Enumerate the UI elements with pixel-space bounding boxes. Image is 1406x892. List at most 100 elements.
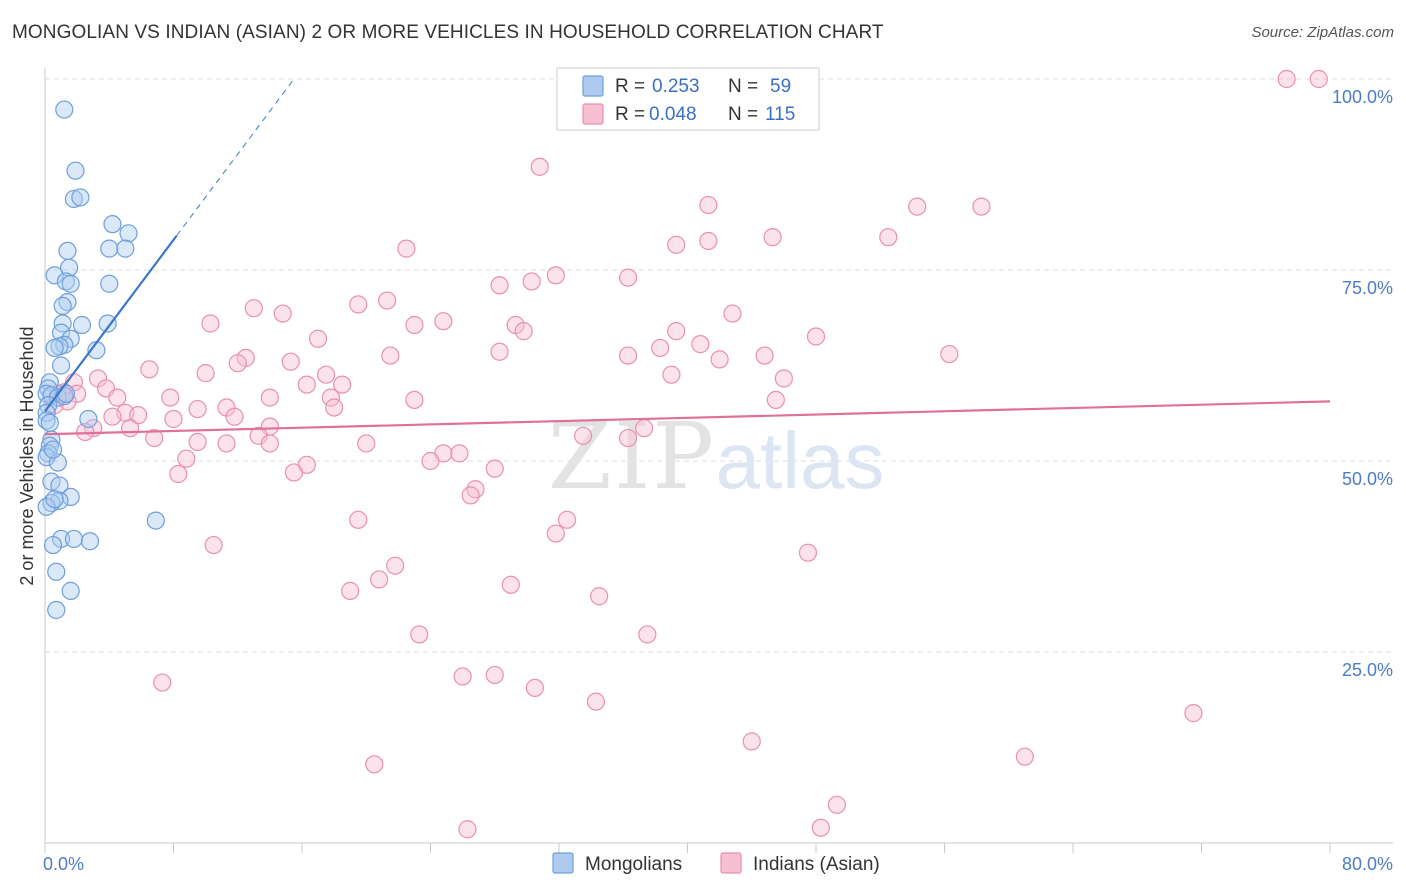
source-credit: Source: ZipAtlas.com: [1251, 24, 1394, 41]
indians-asian-point-22: [514, 322, 533, 341]
indians-asian-point-39: [662, 365, 681, 384]
indians-asian-point-109: [365, 755, 384, 774]
indians-asian-point-81: [421, 451, 440, 471]
indians-asian-points: [45, 69, 1328, 839]
mongolians-point-26: [40, 373, 59, 392]
correlation-legend: R = 0.253 N = 59 R = 0.048 N = 115: [556, 67, 820, 131]
y-axis-label: 2 or more Vehicles in Household: [17, 326, 37, 585]
mongolians-point-35: [37, 411, 56, 430]
indians-asian-point-114: [879, 228, 898, 247]
mongolians-point-39: [37, 448, 56, 467]
indians-asian-point-93: [798, 543, 818, 562]
indians-asian-point-40: [316, 365, 336, 384]
mongolians-point-42: [50, 476, 69, 495]
indians-asian-point-37: [140, 360, 159, 379]
x-tick-labels: 0.0% 80.0%: [43, 854, 1393, 874]
mongolians-point-8: [58, 241, 77, 260]
legend-n-value-1: 59: [770, 76, 791, 97]
mongolians-point-7: [116, 239, 135, 258]
indians-asian-point-97: [341, 581, 360, 600]
mongolians-point-47: [146, 511, 165, 530]
x-tick-label-min: 0.0%: [43, 854, 84, 874]
indians-asian-point-66: [121, 419, 140, 438]
indians-asian-point-64: [225, 407, 244, 426]
indians-asian-point-77: [618, 428, 638, 448]
mongolians-point-3: [71, 188, 90, 207]
legend-n-value-2: 115: [765, 104, 795, 125]
indians-asian-point-84: [284, 463, 304, 482]
indians-asian-trend-line: [44, 400, 1331, 436]
legend-r-value-1: 0.253: [652, 76, 700, 97]
indians-asian-point-78: [635, 419, 654, 438]
indians-asian-point-3: [699, 195, 718, 215]
indians-asian-point-38: [196, 364, 215, 383]
indians-asian-point-82: [177, 449, 196, 468]
mongolians-point-53: [61, 581, 80, 600]
mongolians-point-18: [53, 314, 72, 333]
indians-asian-point-112: [811, 818, 830, 837]
indians-asian-point-87: [466, 480, 485, 499]
mongolians-point-4: [103, 215, 122, 234]
indians-asian-point-0: [1277, 69, 1296, 89]
indians-asian-point-7: [699, 231, 718, 251]
indians-asian-point-89: [557, 510, 577, 529]
indians-asian-point-50: [161, 388, 180, 407]
mongolians-point-58: [45, 490, 64, 509]
indians-asian-point-4: [908, 197, 927, 216]
legend-r-label-1: R =: [615, 76, 645, 97]
bottom-legend-mongolians: Mongolians: [585, 854, 682, 875]
indians-asian-point-52: [260, 388, 279, 407]
mongolians-point-52: [47, 562, 66, 581]
mongolians-point-51: [43, 535, 63, 555]
mongolians-point-54: [47, 600, 66, 620]
watermark-atlas: atlas: [716, 416, 885, 505]
indians-asian-point-107: [742, 732, 761, 751]
indians-asian-point-86: [169, 464, 188, 484]
indians-asian-point-99: [410, 625, 429, 644]
indians-asian-point-28: [490, 342, 509, 361]
indians-asian-point-18: [201, 314, 220, 333]
mongolians-point-43: [61, 487, 80, 507]
indians-asian-point-25: [308, 329, 328, 348]
indians-asian-point-92: [204, 535, 223, 555]
indians-asian-point-88: [461, 486, 480, 505]
legend-swatch-indians-asian: [582, 103, 604, 125]
indians-asian-point-11: [490, 276, 509, 295]
mongolians-point-2: [64, 189, 84, 209]
legend-n-label-2: N =: [728, 104, 758, 125]
indians-asian-point-15: [244, 299, 263, 318]
indians-asian-point-44: [297, 375, 316, 394]
indians-asian-point-100: [638, 625, 657, 644]
indians-asian-point-27: [651, 338, 670, 358]
indians-asian-point-23: [667, 322, 686, 341]
mongolians-point-0: [55, 100, 74, 119]
indians-asian-point-26: [691, 335, 710, 354]
y-tick-labels: 25.0% 50.0% 75.0% 100.0%: [1332, 87, 1393, 680]
indians-asian-point-80: [450, 444, 469, 463]
indians-asian-point-33: [710, 350, 729, 369]
bottom-legend-swatch-mongolians: [552, 852, 574, 874]
indians-asian-point-65: [164, 409, 183, 429]
chart-title: MONGOLIAN VS INDIAN (ASIAN) 2 OR MORE VE…: [12, 22, 884, 43]
mongolians-point-34: [79, 409, 98, 429]
mongolians-point-15: [53, 296, 72, 316]
mongolians-point-6: [100, 239, 119, 258]
mongolians-point-50: [80, 532, 100, 551]
legend-swatch-mongolians: [582, 75, 604, 97]
mongolians-point-1: [66, 161, 85, 180]
indians-asian-point-1: [1309, 69, 1328, 89]
indians-asian-point-63: [103, 407, 122, 426]
indians-asian-point-110: [827, 795, 846, 814]
indians-asian-point-74: [217, 434, 236, 453]
mongolians-points: [37, 100, 165, 620]
mongolians-point-55: [40, 413, 59, 432]
indians-asian-point-9: [546, 266, 565, 285]
indians-asian-point-59: [188, 399, 207, 419]
indians-asian-point-19: [405, 315, 424, 335]
y-tick-label-100: 100.0%: [1332, 87, 1393, 107]
indians-asian-point-71: [145, 428, 164, 448]
indians-asian-point-72: [357, 434, 376, 453]
indians-asian-point-54: [321, 388, 341, 407]
indians-asian-point-5: [763, 228, 782, 247]
